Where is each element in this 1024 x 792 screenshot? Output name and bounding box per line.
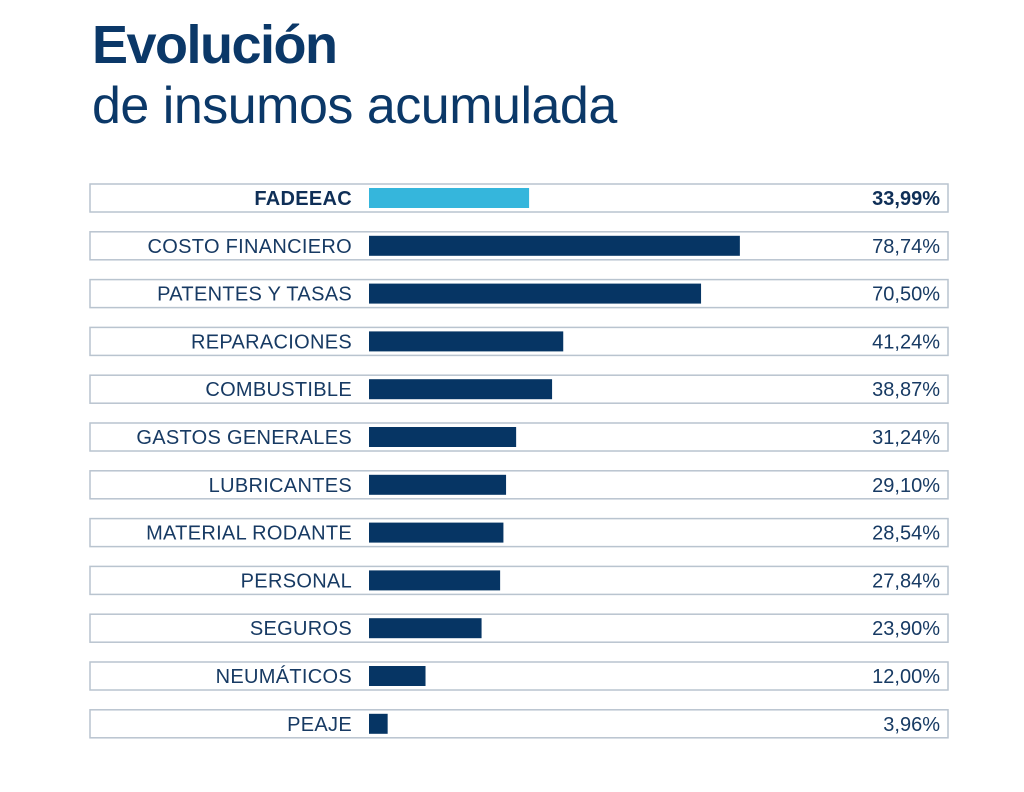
row-frame xyxy=(89,709,949,739)
bar xyxy=(369,666,426,686)
row-frame xyxy=(89,470,949,500)
value-label: 3,96% xyxy=(883,714,940,736)
value-label: 70,50% xyxy=(872,284,940,306)
chart-row: FADEEAC 33,99% xyxy=(89,183,949,213)
row-frame xyxy=(89,661,949,691)
chart-title: Evolución de insumos acumulada xyxy=(92,14,617,136)
bar xyxy=(369,427,517,447)
category-label: PATENTES Y TASAS xyxy=(157,284,352,306)
bar-highlight xyxy=(369,188,530,208)
chart-row: PERSONAL 27,84% xyxy=(89,565,949,596)
value-label: 29,10% xyxy=(872,475,940,497)
category-label: LUBRICANTES xyxy=(209,475,352,497)
value-label: 27,84% xyxy=(872,570,940,592)
chart-row: SEGUROS 23,90% xyxy=(89,613,949,643)
chart-row: COMBUSTIBLE 38,87% xyxy=(89,374,949,404)
value-label: 23,90% xyxy=(872,618,940,640)
bar xyxy=(369,522,504,543)
value-label: 33,99% xyxy=(872,188,940,210)
bar xyxy=(369,331,564,352)
category-label: FADEEAC xyxy=(254,188,352,210)
chart-row: PATENTES Y TASAS 70,50% xyxy=(89,278,949,309)
chart-row: REPARACIONES 41,24% xyxy=(89,326,949,357)
category-label: MATERIAL RODANTE xyxy=(146,523,352,545)
row-frame xyxy=(89,565,949,596)
bar xyxy=(369,283,702,304)
chart-row: MATERIAL RODANTE 28,54% xyxy=(89,517,949,548)
chart-title-line-1: Evolución xyxy=(92,15,338,75)
chart-row: NEUMÁTICOS 12,00% xyxy=(89,661,949,691)
chart-row: LUBRICANTES 29,10% xyxy=(89,470,949,500)
bar xyxy=(369,474,507,495)
bar xyxy=(369,713,388,734)
category-label: COSTO FINANCIERO xyxy=(148,236,352,258)
value-label: 28,54% xyxy=(872,523,940,545)
bar xyxy=(369,570,501,591)
chart-row: GASTOS GENERALES 31,24% xyxy=(89,422,949,452)
value-label: 78,74% xyxy=(872,236,940,258)
row-frame xyxy=(89,517,949,548)
category-label: PEAJE xyxy=(287,714,352,736)
value-label: 41,24% xyxy=(872,331,940,353)
category-label: REPARACIONES xyxy=(191,331,352,353)
category-label: SEGUROS xyxy=(250,618,352,640)
category-label: PERSONAL xyxy=(241,570,352,592)
bar xyxy=(369,379,553,400)
category-label: COMBUSTIBLE xyxy=(205,379,352,401)
bar xyxy=(369,618,482,639)
row-frame xyxy=(89,422,949,452)
value-label: 31,24% xyxy=(872,427,940,449)
category-label: GASTOS GENERALES xyxy=(136,427,352,449)
bar xyxy=(369,235,740,256)
chart-row: PEAJE 3,96% xyxy=(89,709,949,739)
chart-row: COSTO FINANCIERO 78,74% xyxy=(89,231,949,261)
category-label: NEUMÁTICOS xyxy=(216,665,352,688)
value-label: 38,87% xyxy=(872,379,940,401)
row-frame xyxy=(89,613,949,643)
value-label: 12,00% xyxy=(872,666,940,688)
chart-title-line-2: de insumos acumulada xyxy=(92,77,617,135)
